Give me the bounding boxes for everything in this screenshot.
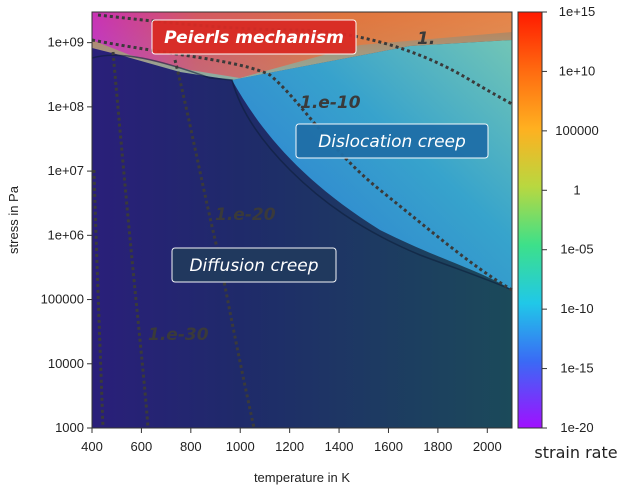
x-tick-label: 2000 [473, 439, 502, 454]
plot-frame [91, 11, 513, 429]
x-tick-label: 800 [180, 439, 202, 454]
region-label-diffusion: Diffusion creep [171, 247, 337, 283]
region-label-peierls-text: Peierls mechanism [164, 28, 344, 48]
contour-label-1e-30: 1.e-30 [148, 325, 209, 345]
contour-extra [92, 169, 105, 429]
plot-area: 1. 1.e-10 1.e-20 1.e-30 Peierls mechanis… [91, 11, 513, 429]
colorbar-tick-label: 1e-15 [560, 361, 593, 376]
y-tick-label: 1e+06 [47, 227, 84, 242]
x-tick-label: 1000 [226, 439, 255, 454]
y-tick-label: 10000 [48, 356, 84, 371]
mechanism-boundary [91, 54, 513, 291]
region-label-peierls: Peierls mechanism [151, 19, 357, 55]
colorbar: 1e+15 1e+10 100000 1 1e-05 1e-10 1e-15 1e-20 st… [517, 4, 618, 462]
x-tick-label: 400 [81, 439, 103, 454]
y-tick-label: 100000 [41, 292, 84, 307]
y-tick-label: 1e+07 [47, 163, 84, 178]
contour-1e-10 [91, 38, 513, 292]
x-tick-label: 1200 [275, 439, 304, 454]
y-tick-label: 1e+08 [47, 99, 84, 114]
contour-label-1: 1. [417, 29, 435, 49]
x-tick-label: 600 [131, 439, 153, 454]
region-label-dislocation-text: Dislocation creep [318, 132, 466, 152]
contour-label-1e-10: 1.e-10 [300, 93, 361, 113]
dislocation-region-fill [232, 40, 512, 290]
colorbar-label: strain rate [534, 443, 617, 462]
x-tick-label: 1600 [374, 439, 403, 454]
colorbar-tick-label: 1e-10 [560, 301, 593, 316]
region-label-diffusion-text: Diffusion creep [189, 256, 318, 276]
y-tick-label: 1000 [55, 420, 84, 435]
x-axis-ticks: 400 600 800 1000 1200 1400 1600 1800 2000 [81, 428, 502, 454]
colorbar-tick-label: 1 [573, 182, 580, 197]
y-tick-label: 1e+09 [47, 35, 84, 50]
colorbar-ticks: 1e+15 1e+10 100000 1 1e-05 1e-10 1e-15 1e-20 [542, 4, 599, 435]
contour-label-1e-20: 1.e-20 [215, 205, 276, 225]
colorbar-tick-label: 1e-20 [560, 420, 593, 435]
region-label-dislocation: Dislocation creep [295, 123, 489, 159]
y-axis-label: stress in Pa [6, 185, 21, 254]
x-tick-label: 1800 [423, 439, 452, 454]
x-tick-label: 1400 [325, 439, 354, 454]
colorbar-tick-label: 1e+10 [559, 63, 596, 78]
colorbar-gradient [517, 11, 543, 429]
y-axis-ticks: 1e+09 1e+08 1e+07 1e+06 100000 10000 1000 [41, 35, 92, 435]
x-axis-label: temperature in K [254, 470, 350, 485]
colorbar-tick-label: 100000 [555, 123, 598, 138]
colorbar-tick-label: 1e-05 [560, 242, 593, 257]
colorbar-tick-label: 1e+15 [559, 4, 596, 19]
